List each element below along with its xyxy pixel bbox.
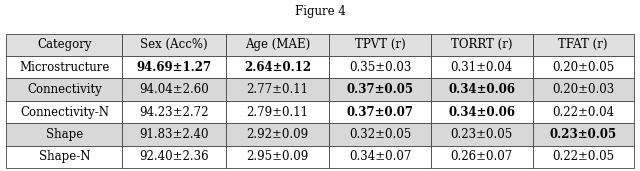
Text: 92.40±2.36: 92.40±2.36 [140, 150, 209, 163]
Text: 0.20±0.03: 0.20±0.03 [552, 83, 614, 96]
Bar [532, 34, 634, 56]
Text: TFAT (r): TFAT (r) [558, 38, 608, 51]
Bar [226, 146, 330, 168]
Bar [532, 101, 634, 123]
Text: 0.34±0.07: 0.34±0.07 [349, 150, 412, 163]
Bar [431, 123, 532, 146]
Bar [122, 123, 226, 146]
Bar [431, 34, 532, 56]
Text: Figure 4: Figure 4 [294, 5, 346, 18]
Text: 0.34±0.06: 0.34±0.06 [448, 106, 515, 119]
Bar [330, 34, 431, 56]
Bar [330, 123, 431, 146]
Bar [122, 101, 226, 123]
Bar [431, 101, 532, 123]
Text: Connectivity-N: Connectivity-N [20, 106, 109, 119]
Bar [330, 101, 431, 123]
Text: 94.23±2.72: 94.23±2.72 [140, 106, 209, 119]
Text: 2.79±0.11: 2.79±0.11 [246, 106, 308, 119]
Bar [431, 78, 532, 101]
Bar [330, 78, 431, 101]
Bar [431, 146, 532, 168]
Bar [6, 101, 122, 123]
Text: Shape-N: Shape-N [38, 150, 90, 163]
Bar [532, 78, 634, 101]
Bar [226, 34, 330, 56]
Bar [330, 56, 431, 78]
Text: 2.92±0.09: 2.92±0.09 [246, 128, 308, 141]
Bar [122, 56, 226, 78]
Bar [226, 56, 330, 78]
Bar [330, 146, 431, 168]
Bar [532, 123, 634, 146]
Text: 2.77±0.11: 2.77±0.11 [246, 83, 308, 96]
Bar [226, 123, 330, 146]
Text: 0.34±0.06: 0.34±0.06 [448, 83, 515, 96]
Text: 0.31±0.04: 0.31±0.04 [451, 61, 513, 74]
Text: Age (MAE): Age (MAE) [245, 38, 310, 51]
Text: 0.37±0.05: 0.37±0.05 [347, 83, 413, 96]
Text: 91.83±2.40: 91.83±2.40 [140, 128, 209, 141]
Bar [532, 56, 634, 78]
Bar [431, 56, 532, 78]
Text: Shape: Shape [46, 128, 83, 141]
Bar [122, 78, 226, 101]
Text: 94.69±1.27: 94.69±1.27 [136, 61, 212, 74]
Text: 2.95±0.09: 2.95±0.09 [246, 150, 308, 163]
Text: 0.35±0.03: 0.35±0.03 [349, 61, 412, 74]
Text: TORRT (r): TORRT (r) [451, 38, 513, 51]
Bar [122, 146, 226, 168]
Text: TPVT (r): TPVT (r) [355, 38, 406, 51]
Text: 2.64±0.12: 2.64±0.12 [244, 61, 311, 74]
Bar [532, 146, 634, 168]
Text: Microstructure: Microstructure [19, 61, 109, 74]
Bar [6, 56, 122, 78]
Text: 94.04±2.60: 94.04±2.60 [140, 83, 209, 96]
Bar [6, 123, 122, 146]
Bar [226, 101, 330, 123]
Text: 0.32±0.05: 0.32±0.05 [349, 128, 412, 141]
Text: 0.37±0.07: 0.37±0.07 [347, 106, 413, 119]
Text: Sex (Acc%): Sex (Acc%) [140, 38, 208, 51]
Text: 0.23±0.05: 0.23±0.05 [550, 128, 617, 141]
Text: 0.22±0.05: 0.22±0.05 [552, 150, 614, 163]
Text: 0.20±0.05: 0.20±0.05 [552, 61, 614, 74]
Bar [122, 34, 226, 56]
Text: 0.23±0.05: 0.23±0.05 [451, 128, 513, 141]
Bar [226, 78, 330, 101]
Bar [6, 34, 122, 56]
Text: 0.26±0.07: 0.26±0.07 [451, 150, 513, 163]
Text: 0.22±0.04: 0.22±0.04 [552, 106, 614, 119]
Text: Connectivity: Connectivity [27, 83, 102, 96]
Bar [6, 78, 122, 101]
Text: Category: Category [37, 38, 92, 51]
Bar [6, 146, 122, 168]
